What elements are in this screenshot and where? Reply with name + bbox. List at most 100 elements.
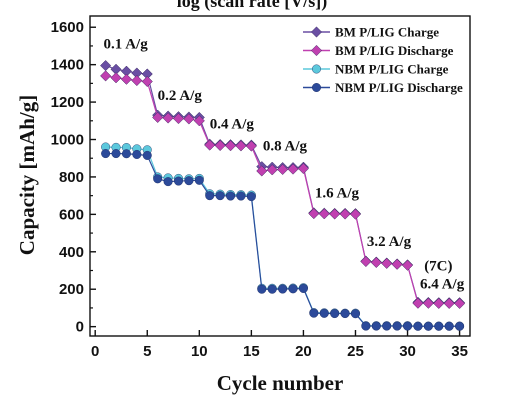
data-point xyxy=(132,149,142,159)
data-point xyxy=(153,174,163,184)
legend-label: NBM P/LIG Charge xyxy=(335,62,449,77)
legend-marker xyxy=(310,44,323,57)
data-point xyxy=(152,111,164,123)
data-point xyxy=(131,75,143,87)
rate-label: 0.2 A/g xyxy=(158,88,203,104)
x-tick-label: 20 xyxy=(295,343,312,360)
x-tick-label: 25 xyxy=(347,343,364,360)
y-tick-label: 200 xyxy=(59,281,84,298)
data-point xyxy=(184,176,194,186)
series-0 xyxy=(100,60,466,309)
data-point xyxy=(278,284,288,294)
data-point xyxy=(381,257,393,269)
data-point xyxy=(360,255,372,268)
data-point xyxy=(193,115,205,127)
rate-label: 1.6 A/g xyxy=(315,186,360,202)
data-point xyxy=(308,208,320,220)
data-point xyxy=(224,140,237,152)
x-tick-label: 10 xyxy=(191,343,208,360)
legend-entry: NBM P/LIG Charge xyxy=(303,62,449,77)
data-point xyxy=(391,258,403,270)
data-point xyxy=(318,208,330,220)
y-tick-label: 1600 xyxy=(51,19,84,36)
data-point xyxy=(111,149,121,159)
data-point xyxy=(444,321,454,331)
data-point xyxy=(236,191,246,201)
x-axis-title: Cycle number xyxy=(217,371,344,395)
data-point xyxy=(371,321,381,331)
data-point xyxy=(121,149,131,159)
data-point xyxy=(392,321,402,331)
data-point xyxy=(434,321,444,331)
legend-entry: BM P/LIG Charge xyxy=(303,25,439,40)
data-point xyxy=(339,208,351,220)
data-point xyxy=(287,163,299,175)
x-tick-label: 0 xyxy=(91,343,99,360)
data-point xyxy=(454,297,466,309)
data-point xyxy=(256,165,268,177)
legend-label: BM P/LIG Charge xyxy=(335,25,439,40)
data-point xyxy=(277,163,289,176)
data-point xyxy=(267,284,277,294)
x-tick-label: 35 xyxy=(451,343,468,360)
data-point xyxy=(288,284,298,294)
x-tick-label: 30 xyxy=(399,343,416,360)
data-point xyxy=(309,308,319,318)
legend-marker xyxy=(312,82,322,92)
y-axis-title: Capacity [mAh/g] xyxy=(15,95,39,255)
y-tick-label: 1200 xyxy=(51,94,84,111)
data-point xyxy=(403,321,413,331)
x-axis: 0 5 10 15 20 25 30 35 xyxy=(91,330,468,360)
rate-label: 0.4 A/g xyxy=(210,116,255,132)
data-point xyxy=(319,308,329,318)
data-point xyxy=(101,149,111,159)
rate-label: 3.2 A/g xyxy=(367,234,412,250)
data-point xyxy=(443,297,455,309)
data-point xyxy=(245,140,257,152)
data-point xyxy=(215,191,225,201)
data-point xyxy=(298,283,308,293)
data-point xyxy=(142,150,152,160)
top-title-fragment: log (scan rate [V/s]) xyxy=(177,0,327,12)
data-point xyxy=(204,139,216,151)
legend-marker xyxy=(310,26,323,38)
data-point xyxy=(330,309,340,319)
legend-entry: BM P/LIG Discharge xyxy=(303,43,454,58)
data-point xyxy=(246,192,256,202)
data-point xyxy=(226,191,236,201)
data-point xyxy=(413,321,423,331)
data-point xyxy=(194,175,204,185)
y-tick-label: 1400 xyxy=(51,57,84,74)
y-axis: 0 200 400 600 800 1000 1200 1400 1600 xyxy=(51,19,96,336)
data-point xyxy=(340,309,350,319)
series-1 xyxy=(100,70,466,309)
data-point xyxy=(257,284,267,294)
data-point xyxy=(173,176,183,186)
rate-label: (7C) xyxy=(424,259,452,275)
rate-annotations: 0.1 A/g 0.2 A/g 0.4 A/g 0.8 A/g 1.6 A/g 3.2 A… xyxy=(104,37,465,293)
data-point xyxy=(297,162,309,175)
data-point xyxy=(361,321,371,331)
plot-frame xyxy=(89,15,471,337)
legend-marker xyxy=(312,64,322,74)
data-point xyxy=(163,177,173,187)
rate-label: 0.8 A/g xyxy=(263,139,308,155)
data-point xyxy=(455,321,465,331)
rate-label: 0.1 A/g xyxy=(104,37,149,53)
y-tick-label: 1000 xyxy=(51,132,84,149)
series-layer xyxy=(100,60,466,331)
data-point xyxy=(214,139,226,152)
data-point xyxy=(350,309,360,319)
legend-label: BM P/LIG Discharge xyxy=(335,43,454,58)
y-tick-label: 800 xyxy=(59,169,84,186)
data-point xyxy=(382,321,392,331)
data-point xyxy=(329,208,341,220)
data-point xyxy=(412,297,424,309)
series-3 xyxy=(101,149,465,331)
rate-label: 6.4 A/g xyxy=(420,276,465,292)
data-point xyxy=(100,60,112,72)
data-point xyxy=(100,70,112,82)
data-point xyxy=(235,140,247,152)
y-tick-label: 600 xyxy=(59,206,84,223)
